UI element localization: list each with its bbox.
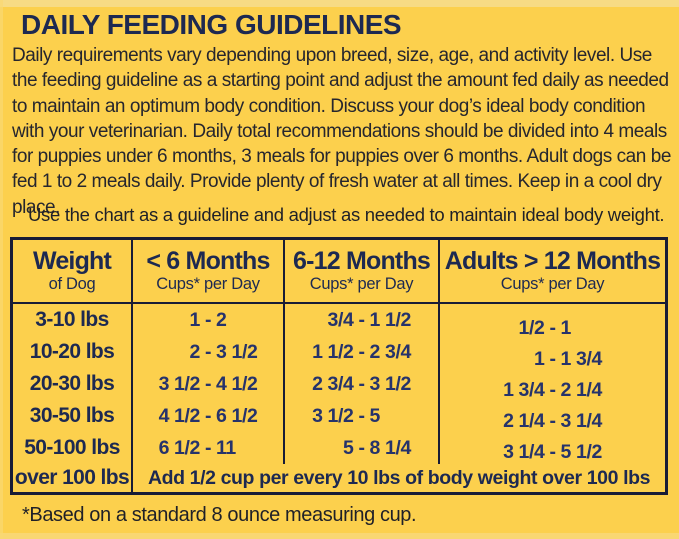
header-weight-sublabel: of Dog — [48, 275, 96, 294]
range-hi: 2 — [216, 308, 227, 331]
range-cell-under6-row5: 6 1/2-11 — [131, 432, 283, 464]
range-hi: 1 1/2 — [369, 308, 412, 331]
range-hi: 3 1/4 — [560, 409, 603, 432]
weight-cell-3-10: 3-10 lbs — [35, 308, 109, 331]
header-cell-adults-over-12-months: Adults > 12 Months Cups* per Day — [438, 240, 665, 304]
adults-column: 1/2-1 1-1 3/4 1 3/4-2 1/4 2 1/4-3 1/4 3 … — [438, 304, 665, 464]
range-lo: 1 — [189, 308, 201, 331]
range-hi: 8 1/4 — [369, 436, 412, 459]
range-separator: - — [549, 347, 556, 370]
footnote: *Based on a standard 8 ounce measuring c… — [22, 504, 417, 526]
range-hi: 5 — [369, 404, 381, 427]
range-separator: - — [549, 316, 556, 339]
range-cell-6to12-row2: 1 1/2-2 3/4 — [283, 336, 438, 368]
range-lo: 3 1/2 — [158, 372, 201, 395]
range-separator: - — [549, 440, 556, 463]
weight-cell-30-50: 30-50 lbs — [29, 404, 115, 427]
range-lo: 1 1/2 — [312, 340, 354, 363]
range-hi: 1 — [560, 316, 572, 339]
header-cell-under-6-months: < 6 Months Cups* per Day — [131, 240, 283, 304]
range-separator: - — [204, 404, 212, 427]
page-title: DAILY FEEDING GUIDELINES — [21, 9, 402, 40]
range-hi: 11 — [216, 436, 236, 459]
range-cell-under6-row2: 2-3 1/2 — [131, 336, 283, 368]
range-separator: - — [358, 372, 365, 395]
header-weight-label: Weight — [32, 246, 112, 275]
label-bottom-edge — [0, 533, 679, 539]
range-hi: 1 3/4 — [560, 347, 603, 370]
range-lo: 5 — [343, 436, 354, 459]
range-cell-6to12-row3: 2 3/4-3 1/2 — [283, 368, 438, 400]
header-cell-6-12-months: 6-12 Months Cups* per Day — [283, 240, 438, 304]
header-under6-label: < 6 Months — [146, 246, 270, 275]
range-cell-6to12-row1: 3/4-1 1/2 — [283, 304, 438, 336]
range-separator: - — [358, 436, 365, 459]
range-separator: - — [358, 404, 365, 427]
range-separator: - — [549, 409, 556, 432]
weight-cell-20-30: 20-30 lbs — [29, 372, 115, 395]
range-lo: 3 1/2 — [312, 404, 354, 427]
range-separator: - — [358, 308, 365, 331]
range-cell-6to12-row5: 5-8 1/4 — [283, 432, 438, 464]
range-lo: 6 1/2 — [158, 436, 201, 459]
range-lo: 2 — [189, 340, 201, 363]
range-hi: 3 1/2 — [216, 340, 258, 363]
range-cell-adults-row2: 1-1 3/4 — [440, 347, 665, 371]
range-cell-6to12-row4: 3 1/2-5 — [283, 400, 438, 432]
range-cell-under6-row1: 1-2 — [131, 304, 283, 336]
range-lo: 3 1/4 — [503, 440, 545, 463]
header-cell-weight: Weight of Dog — [13, 240, 131, 304]
range-cell-under6-row4: 4 1/2-6 1/2 — [131, 400, 283, 432]
range-hi: 3 1/2 — [369, 372, 412, 395]
range-hi: 5 1/2 — [560, 440, 603, 463]
header-under6-sublabel: Cups* per Day — [156, 275, 260, 294]
intro-paragraph: Daily requirements vary depending upon b… — [12, 45, 671, 218]
range-separator: - — [204, 308, 212, 331]
range-cell-adults-row5: 3 1/4-5 1/2 — [440, 440, 665, 464]
range-separator: - — [204, 340, 212, 363]
header-adults-label: Adults > 12 Months — [444, 246, 661, 275]
weight-cell-10-20: 10-20 lbs — [29, 340, 115, 363]
range-lo: 1 3/4 — [503, 378, 545, 401]
range-cell-adults-row3: 1 3/4-2 1/4 — [440, 378, 665, 402]
range-hi: 4 1/2 — [216, 372, 258, 395]
header-adults-sublabel: Cups* per Day — [500, 275, 605, 294]
range-cell-under6-row3: 3 1/2-4 1/2 — [131, 368, 283, 400]
weight-cell-50-100: 50-100 lbs — [24, 436, 120, 459]
range-lo: 2 3/4 — [312, 372, 354, 395]
range-lo: 1 — [534, 347, 545, 370]
range-hi: 6 1/2 — [216, 404, 258, 427]
guideline-note: Use the chart as a guideline and adjust … — [28, 204, 665, 225]
range-cell-adults-row1: 1/2-1 — [440, 316, 665, 340]
range-separator: - — [549, 378, 556, 401]
range-lo: 3/4 — [327, 308, 354, 331]
header-6to12-sublabel: Cups* per Day — [309, 275, 414, 294]
range-lo: 1/2 — [518, 316, 545, 339]
range-separator: - — [204, 372, 212, 395]
header-6to12-label: 6-12 Months — [292, 246, 431, 275]
range-separator: - — [358, 340, 365, 363]
over-100-lbs-note-cell: Add 1/2 cup per every 10 lbs of body wei… — [131, 464, 665, 492]
weight-cell-over-100: over 100 lbs — [14, 466, 130, 489]
range-cell-adults-row4: 2 1/4-3 1/4 — [440, 409, 665, 433]
label-top-edge — [0, 0, 679, 7]
range-lo: 4 1/2 — [158, 404, 201, 427]
label-left-edge — [0, 0, 3, 539]
range-lo: 2 1/4 — [503, 409, 545, 432]
range-hi: 2 3/4 — [369, 340, 412, 363]
feeding-table: Weight of Dog < 6 Months Cups* per Day 6… — [10, 237, 668, 495]
range-separator: - — [204, 436, 212, 459]
range-hi: 2 1/4 — [560, 378, 603, 401]
